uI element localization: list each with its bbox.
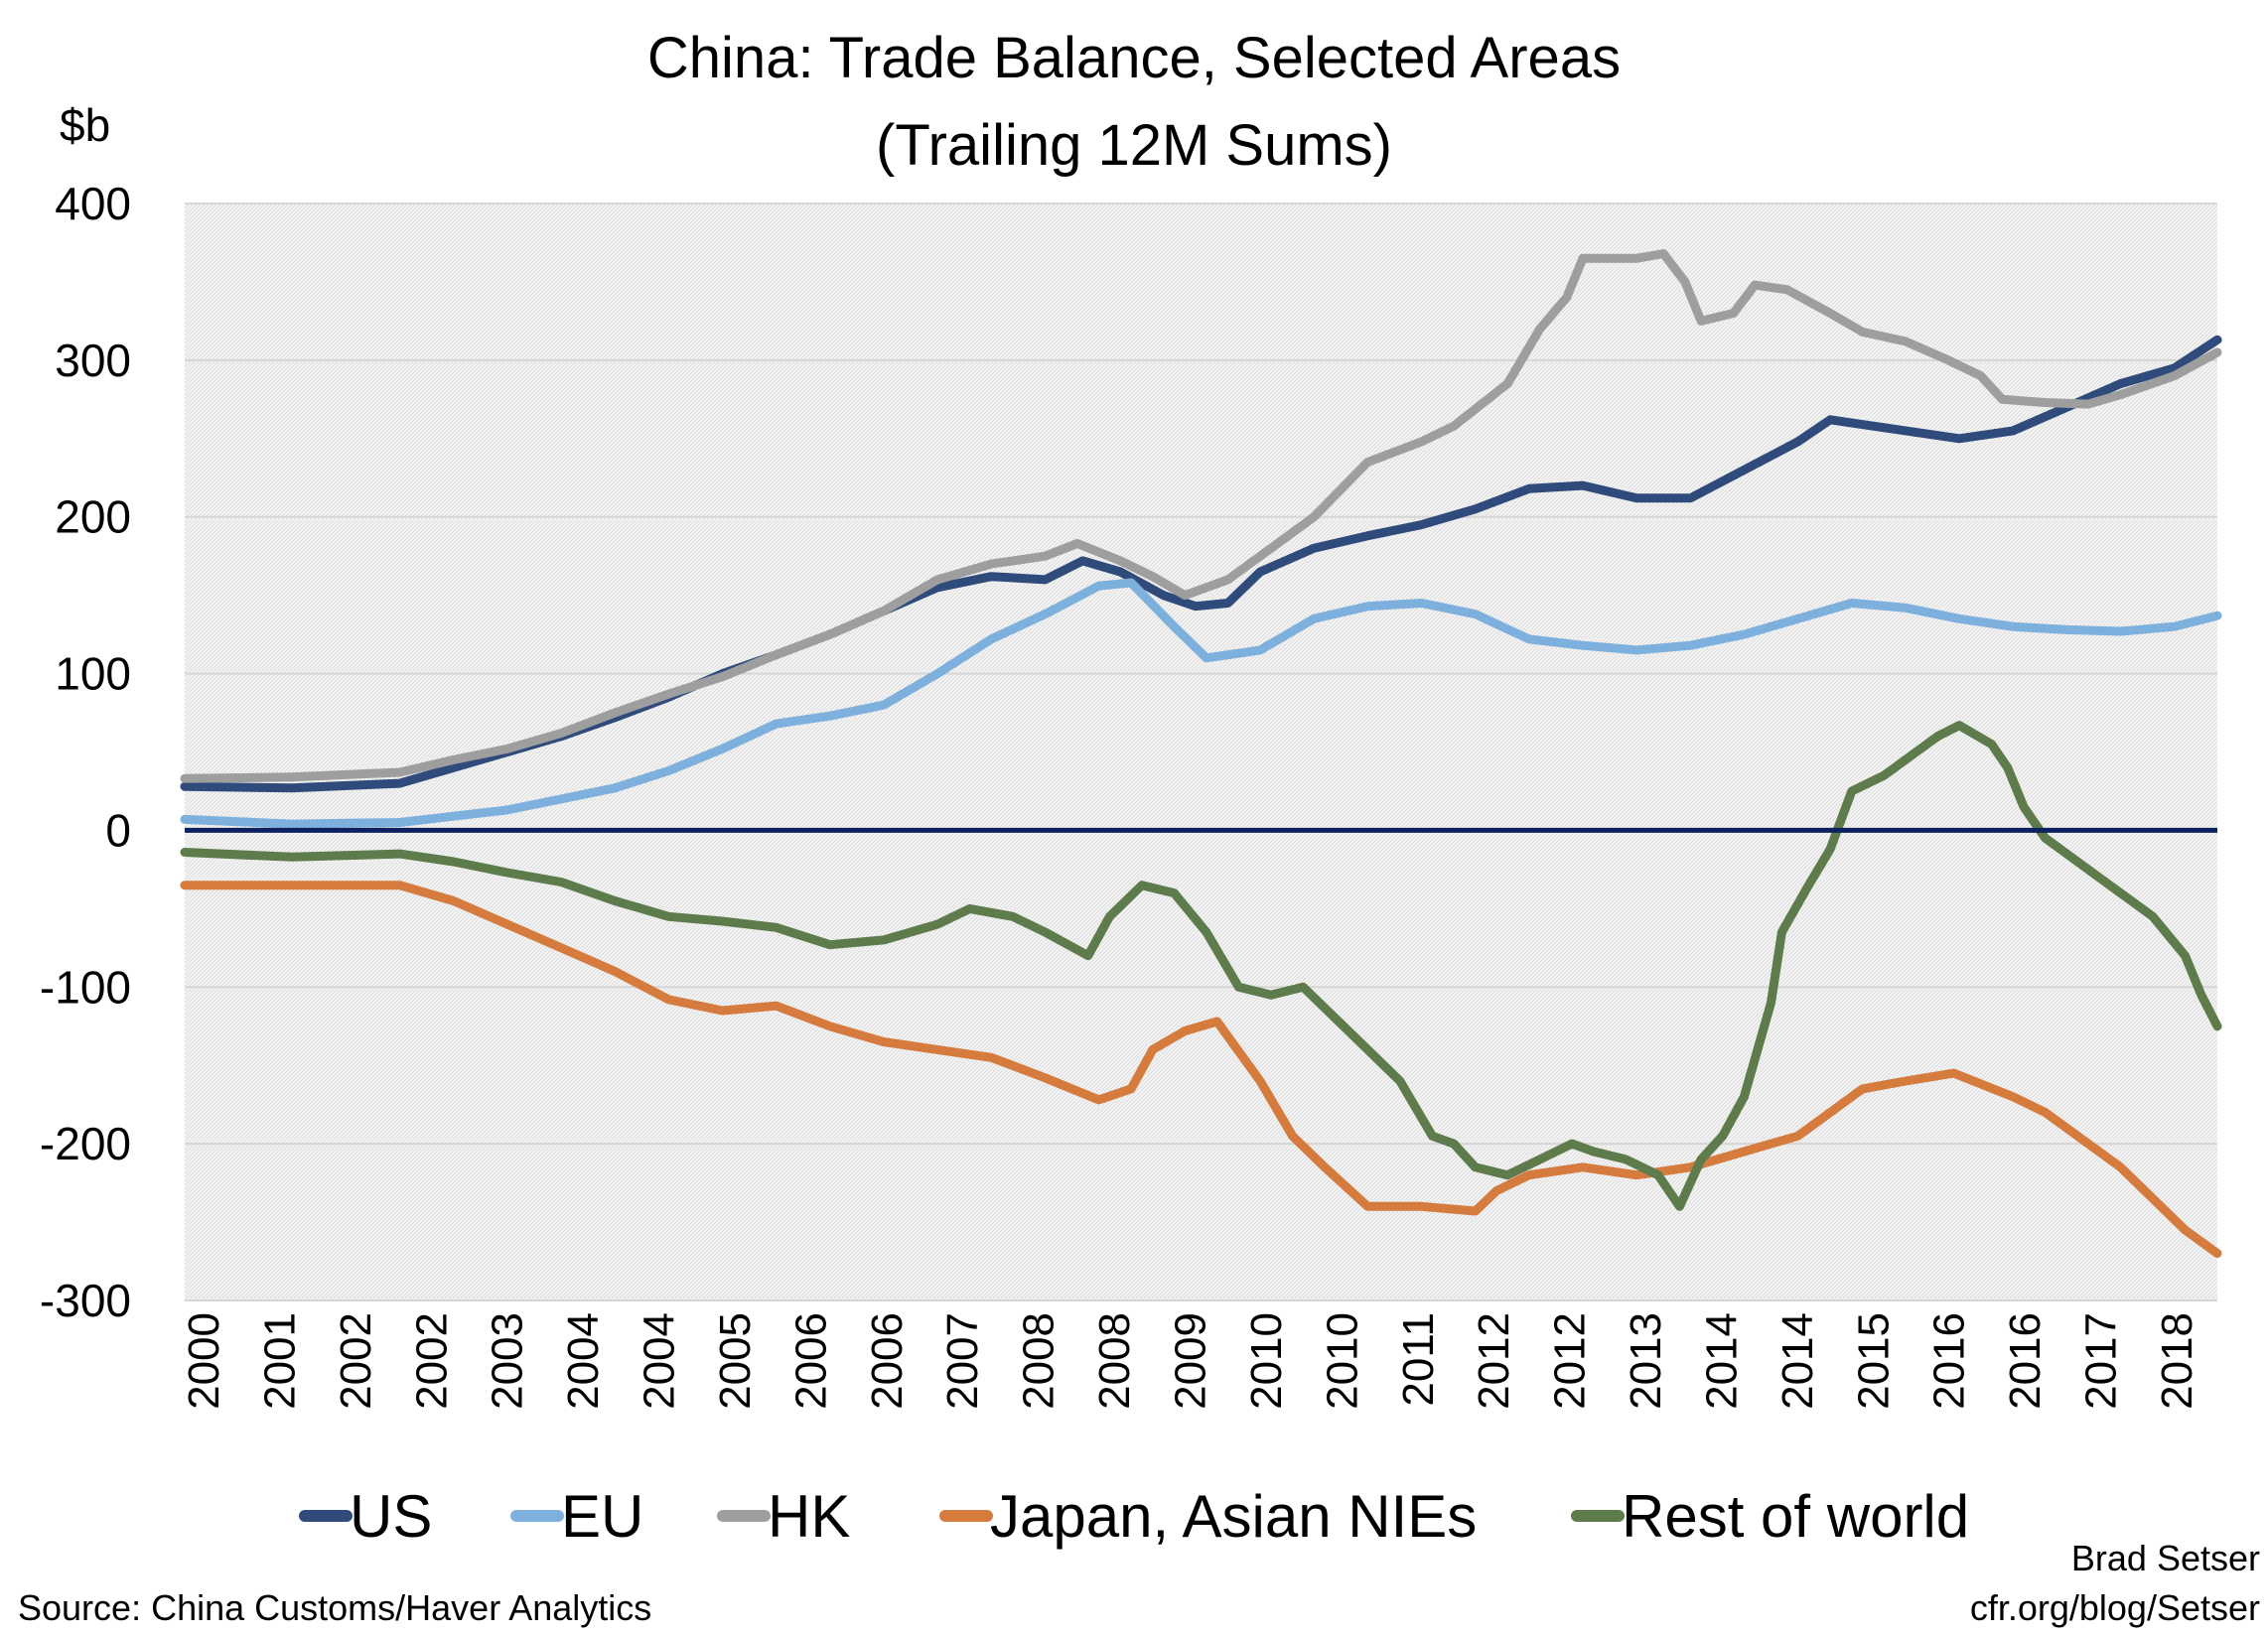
legend-item: Japan, Asian NIEs — [939, 1483, 1477, 1550]
legend-item: HK — [717, 1483, 850, 1550]
chart-subtitle: (Trailing 12M Sums) — [876, 113, 1392, 178]
series-line-japan-asian-nies — [180, 881, 2222, 1259]
x-tick-label: 2011 — [1394, 1312, 1443, 1407]
x-tick-label: 2012 — [1470, 1312, 1518, 1410]
x-tick-label: 2008 — [1015, 1312, 1063, 1410]
legend-label: EU — [561, 1483, 643, 1550]
x-tick-label: 2010 — [1242, 1312, 1291, 1410]
x-tick-label: 2006 — [863, 1312, 912, 1410]
x-tick-label: 2003 — [484, 1312, 532, 1410]
x-tick-label: 2007 — [938, 1312, 987, 1410]
y-tick-label: 200 — [55, 491, 131, 543]
x-tick-label: 2010 — [1318, 1312, 1366, 1410]
x-tick-label: 2012 — [1546, 1312, 1595, 1410]
y-tick-label: -200 — [40, 1118, 131, 1169]
author-url: cfr.org/blog/Setser — [1970, 1587, 2260, 1628]
legend-label: HK — [768, 1483, 850, 1550]
x-tick-label: 2013 — [1622, 1312, 1670, 1410]
x-tick-label: 2002 — [407, 1312, 456, 1410]
legend-item: EU — [510, 1483, 643, 1550]
y-tick-label: 100 — [55, 648, 131, 700]
series-line-hk — [180, 249, 2222, 783]
x-tick-label: 2006 — [786, 1312, 835, 1410]
x-tick-label: 2014 — [1773, 1312, 1822, 1410]
series-line-eu — [180, 578, 2222, 829]
x-tick-label: 2015 — [1849, 1312, 1898, 1410]
chart-title: China: Trade Balance, Selected Areas — [647, 26, 1621, 90]
x-tick-label: 2001 — [255, 1312, 304, 1410]
y-tick-label: 400 — [55, 178, 131, 229]
y-tick-label: 0 — [105, 804, 131, 856]
x-tick-label: 2002 — [332, 1312, 380, 1410]
legend-item: Rest of world — [1571, 1483, 1969, 1550]
series-line-rest-of-world — [180, 721, 2222, 1211]
x-tick-label: 2008 — [1090, 1312, 1139, 1410]
x-tick-label: 2014 — [1697, 1312, 1746, 1410]
plot-area — [185, 204, 2217, 1300]
x-tick-label: 2004 — [559, 1312, 608, 1410]
legend-item: US — [299, 1483, 432, 1550]
x-tick-label: 2018 — [2153, 1312, 2201, 1410]
x-tick-label: 2016 — [1925, 1312, 1974, 1410]
y-axis-label: $b — [60, 99, 110, 151]
author-name: Brad Setser — [2071, 1538, 2260, 1578]
x-tick-label: 2004 — [636, 1312, 684, 1410]
legend-label: Japan, Asian NIEs — [990, 1483, 1477, 1550]
y-tick-label: -300 — [40, 1275, 131, 1326]
y-tick-label: 300 — [55, 335, 131, 386]
legend-label: US — [350, 1483, 432, 1550]
x-tick-label: 2016 — [2001, 1312, 2050, 1410]
x-tick-label: 2017 — [2077, 1312, 2126, 1410]
x-tick-label: 2000 — [180, 1312, 228, 1410]
legend-label: Rest of world — [1622, 1483, 1969, 1550]
x-tick-label: 2009 — [1167, 1312, 1215, 1410]
x-tick-label: 2005 — [711, 1312, 760, 1410]
y-tick-label: -100 — [40, 961, 131, 1013]
source-note: Source: China Customs/Haver Analytics — [18, 1587, 651, 1628]
